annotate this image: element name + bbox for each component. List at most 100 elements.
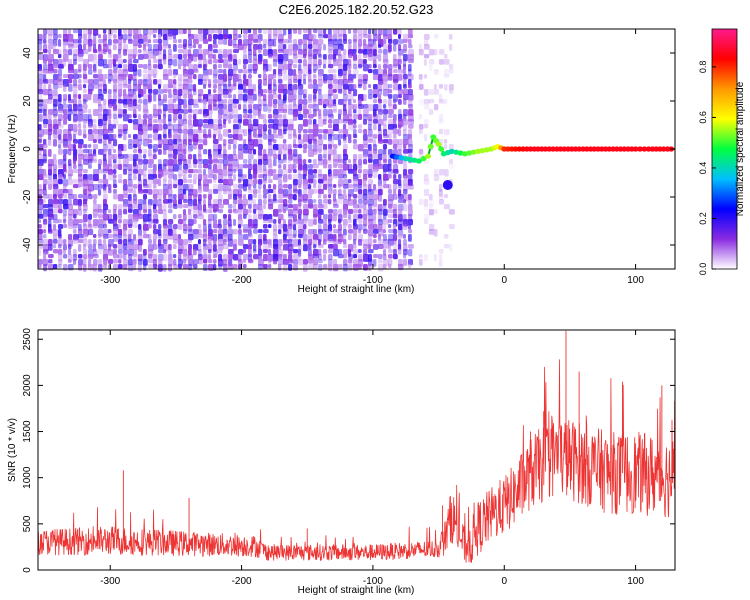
spectrogram-cell — [333, 259, 337, 265]
spectrogram-cell — [248, 154, 254, 160]
spectrogram-cell — [203, 184, 209, 192]
spectrogram-cell — [403, 149, 409, 154]
spectrogram-cell — [173, 184, 178, 189]
spectrogram-cell — [338, 264, 343, 269]
spectrogram-cell — [88, 124, 93, 129]
spectrogram-cell — [213, 209, 217, 213]
spectrogram-cell — [243, 94, 248, 102]
spectrogram-cell — [423, 74, 428, 79]
spectrogram-cell — [183, 259, 187, 264]
spectrogram-cell — [288, 159, 292, 164]
spectrogram-cell — [98, 74, 104, 82]
spectrogram-cell — [273, 244, 279, 250]
spectrogram-cell — [343, 139, 347, 144]
spectrogram-cell — [188, 224, 193, 232]
spectrogram-cell — [228, 129, 232, 133]
spectrogram-cell — [308, 79, 313, 85]
spectrogram-cell — [358, 159, 362, 165]
spectrogram-cell — [373, 239, 377, 244]
spectrogram-cell — [378, 54, 382, 62]
spectrogram-cell — [388, 49, 392, 54]
spectrogram-cell — [78, 84, 82, 91]
spectrogram-cell — [223, 109, 228, 116]
spectrogram-cell — [178, 234, 181, 240]
spectrogram-cell — [228, 114, 233, 120]
spectrogram-cell — [238, 209, 243, 214]
spectrogram-cell — [178, 214, 182, 219]
spectrogram-cell — [393, 169, 399, 174]
spectrogram-cell — [273, 54, 279, 62]
spectrogram-cell — [203, 244, 209, 250]
spectrogram-cell — [63, 114, 69, 120]
spectrogram-cell — [328, 64, 334, 69]
spectrogram-cell — [248, 189, 253, 194]
spectrogram-cell — [313, 174, 317, 179]
spectrogram-cell — [183, 74, 189, 82]
spectrogram-cell — [353, 104, 358, 110]
spectrogram-cell — [298, 204, 302, 210]
spectrogram-cell — [388, 124, 394, 130]
spectrogram-cell — [278, 204, 284, 212]
spectrogram-cell — [298, 179, 303, 185]
spectrogram-cell — [153, 109, 159, 117]
spectrogram-cell — [38, 184, 42, 192]
spectrogram-cell — [323, 59, 327, 65]
spectrogram-cell — [73, 74, 79, 79]
spectrogram-cell — [193, 229, 199, 235]
spectrogram-cell — [423, 124, 429, 129]
spectrogram-cell — [123, 264, 128, 270]
spectrogram-cell — [218, 114, 223, 120]
spectrogram-cell — [253, 159, 258, 166]
spectrogram-cell — [73, 49, 79, 56]
spectrogram-cell — [338, 164, 344, 169]
spectrogram-cell — [273, 129, 277, 134]
spectrogram-cell — [93, 129, 99, 134]
spectrogram-cell — [303, 184, 309, 190]
spectrogram-cell — [108, 184, 112, 190]
spectrogram-cell — [228, 79, 232, 87]
spectrogram-cell — [93, 264, 97, 272]
spectrogram-cell — [133, 249, 137, 257]
spectrogram-cell — [63, 224, 68, 228]
spectrogram-cell — [318, 29, 323, 37]
spectrogram-cell — [173, 119, 177, 124]
spectrogram-cell — [393, 99, 397, 104]
spectrogram-cell — [283, 49, 289, 55]
spectrogram-cell — [133, 199, 138, 205]
spectrogram-cell — [183, 109, 188, 115]
spectrogram-cell — [303, 79, 306, 85]
spectrogram-cell — [438, 49, 445, 55]
spectrogram-cell — [148, 124, 153, 131]
spectrogram-cell — [258, 29, 262, 34]
spectrogram-cell — [118, 64, 123, 69]
spectrogram-cell — [38, 169, 44, 174]
spectrogram-cell — [178, 99, 184, 105]
spectrogram-cell — [353, 184, 359, 192]
spectrogram-cell — [268, 189, 274, 194]
spectrogram-cell — [148, 29, 154, 35]
spectrogram-cell — [428, 229, 435, 235]
spectrogram-cell — [148, 144, 153, 149]
spectrogram-cell — [348, 54, 353, 59]
spectrogram-cell — [393, 84, 399, 91]
spectrogram-cell — [193, 179, 197, 185]
spectrogram-cell — [223, 264, 228, 272]
spectrogram-cell — [293, 44, 298, 51]
spectrogram-cell — [53, 184, 59, 190]
spectrogram-cell — [318, 149, 322, 154]
spectrogram-cell — [448, 44, 453, 51]
spectrogram-cell — [328, 119, 333, 124]
spectrogram-cell — [83, 254, 88, 260]
spectrogram-cell — [113, 109, 117, 116]
spectrogram-cell — [53, 139, 57, 147]
spectrogram-cell — [218, 194, 223, 201]
spectrogram-cell — [273, 34, 278, 40]
spectrogram-cell — [298, 49, 303, 55]
spectrogram-cell — [43, 204, 49, 209]
spectrogram-cell — [158, 234, 162, 239]
spectrogram-cell — [168, 34, 173, 40]
spectrogram-cell — [88, 54, 94, 62]
spectrogram-cell — [118, 234, 123, 239]
spectrogram-cell — [198, 239, 201, 245]
